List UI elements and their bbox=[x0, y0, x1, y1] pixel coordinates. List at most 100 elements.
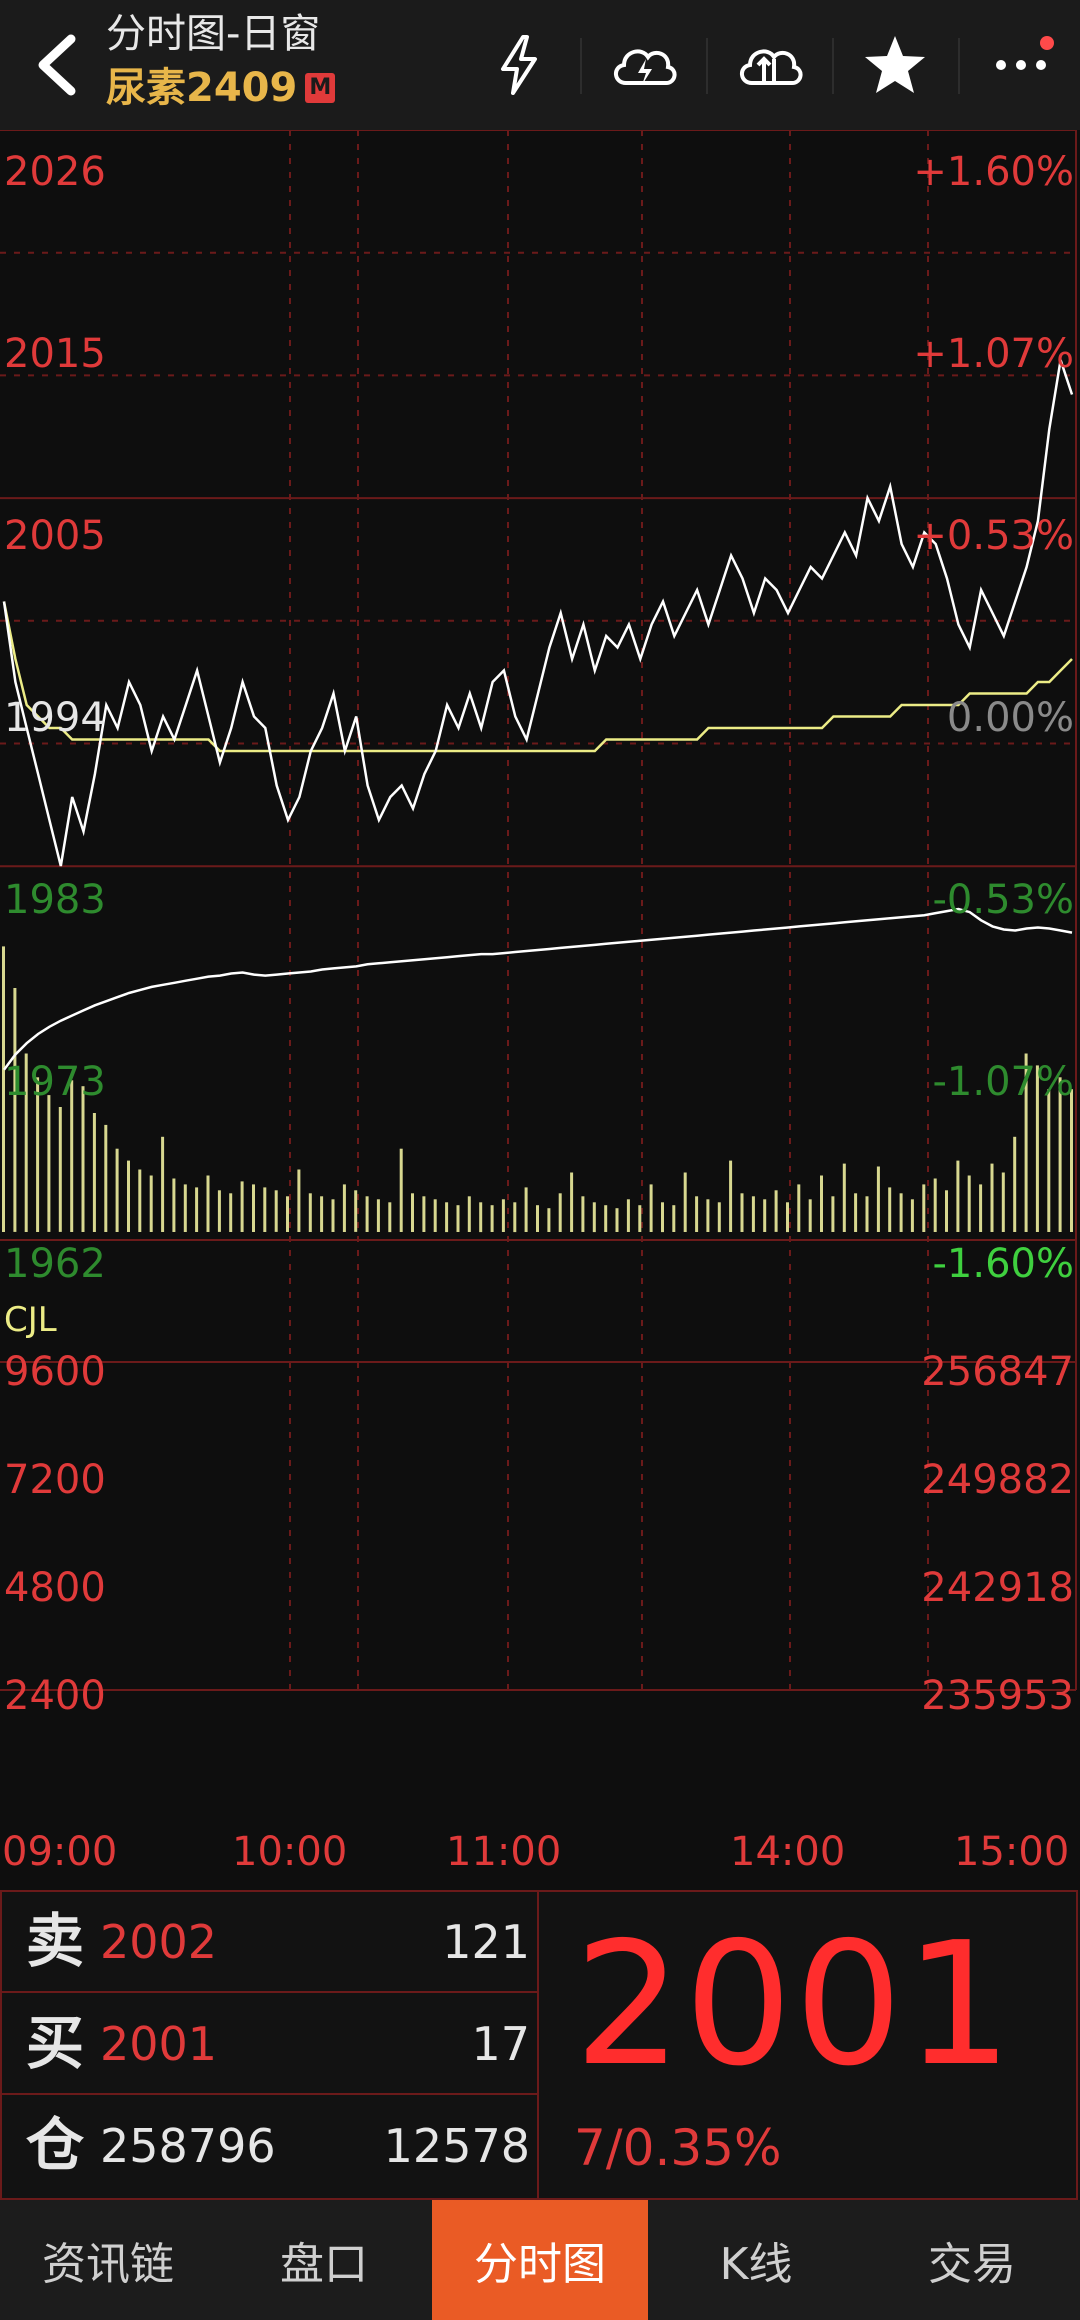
volume-bar bbox=[672, 1205, 676, 1232]
more-button[interactable] bbox=[978, 22, 1064, 108]
volume-bar bbox=[376, 1199, 380, 1232]
volume-bar bbox=[558, 1193, 562, 1232]
volume-tick: 7200 bbox=[4, 1457, 106, 1503]
cloud-condition-button[interactable] bbox=[600, 22, 686, 108]
volume-bar bbox=[1047, 1089, 1051, 1232]
volume-bar bbox=[922, 1184, 926, 1232]
chart-canvas bbox=[0, 130, 1077, 1691]
oi-tick: 249882 bbox=[921, 1457, 1074, 1503]
volume-bar bbox=[47, 1095, 51, 1232]
volume-bar bbox=[1013, 1136, 1017, 1232]
volume-bar bbox=[695, 1196, 699, 1232]
time-tick: 09:00 bbox=[2, 1829, 118, 1875]
price-tick: 2026 bbox=[4, 149, 106, 195]
percent-tick: 0.00% bbox=[946, 695, 1074, 741]
header-divider bbox=[832, 38, 834, 94]
volume-bar bbox=[820, 1175, 823, 1232]
volume-bar bbox=[592, 1202, 596, 1233]
volume-bar bbox=[808, 1199, 812, 1232]
ask-row[interactable]: 卖 2002 121 bbox=[0, 1890, 538, 1992]
cloud-lightning-icon bbox=[614, 49, 677, 85]
volume-bar bbox=[320, 1196, 324, 1232]
ask-volume: 121 bbox=[442, 1915, 530, 1969]
volume-bar bbox=[183, 1184, 187, 1232]
percent-tick: -0.53% bbox=[932, 877, 1074, 923]
volume-bar bbox=[229, 1193, 233, 1232]
volume-bar bbox=[615, 1208, 619, 1232]
bid-label: 买 bbox=[26, 2009, 85, 2077]
tab-kline[interactable]: K线 bbox=[719, 2239, 793, 2290]
flash-order-button[interactable] bbox=[476, 22, 562, 108]
volume-bar bbox=[661, 1202, 664, 1233]
volume-bar bbox=[138, 1169, 142, 1232]
oi-label: 仓 bbox=[26, 2111, 85, 2179]
volume-bar bbox=[797, 1184, 801, 1232]
volume-bar bbox=[626, 1199, 630, 1232]
star-icon bbox=[865, 36, 925, 93]
volume-bar bbox=[956, 1160, 960, 1232]
volume-bar bbox=[524, 1187, 528, 1232]
intraday-chart[interactable]: 2026 2015 2005 1994 1983 1973 1962 +1.60… bbox=[0, 130, 1080, 1890]
title-block: 分时图-日窗 尿素2409 M bbox=[106, 10, 336, 112]
volume-bar bbox=[149, 1175, 153, 1232]
volume-bar bbox=[581, 1196, 585, 1232]
oi-value: 258796 bbox=[100, 2119, 276, 2173]
tab-intraday[interactable]: 分时图 bbox=[432, 2200, 648, 2320]
cloud-sync-button[interactable] bbox=[726, 22, 812, 108]
volume-tick: 9600 bbox=[4, 1349, 106, 1395]
volume-bar bbox=[842, 1163, 846, 1232]
last-price: 2001 bbox=[574, 1906, 1015, 2104]
volume-bar bbox=[990, 1163, 994, 1232]
indicator-label: CJL bbox=[4, 1300, 57, 1340]
tab-news-chain[interactable]: 资讯链 bbox=[42, 2239, 174, 2290]
volume-bar bbox=[570, 1172, 574, 1232]
volume-bar bbox=[456, 1205, 460, 1232]
volume-bar bbox=[547, 1208, 551, 1232]
price-tick: 1973 bbox=[4, 1059, 106, 1105]
volume-bar bbox=[490, 1205, 494, 1232]
volume-bar bbox=[92, 1113, 96, 1232]
price-tick: 1962 bbox=[4, 1241, 106, 1287]
volume-bar bbox=[740, 1193, 744, 1232]
price-tick: 2005 bbox=[4, 513, 106, 559]
bid-row[interactable]: 买 2001 17 bbox=[0, 1992, 538, 2094]
oi-change: 12578 bbox=[383, 2119, 530, 2173]
volume-bar bbox=[604, 1205, 608, 1232]
ask-price: 2002 bbox=[100, 1915, 218, 1969]
tab-order-book[interactable]: 盘口 bbox=[280, 2239, 368, 2290]
percent-tick: +1.60% bbox=[913, 149, 1074, 195]
volume-bar bbox=[365, 1196, 369, 1232]
volume-bar bbox=[1035, 1065, 1039, 1232]
volume-bar bbox=[876, 1166, 880, 1232]
volume-tick: 4800 bbox=[4, 1565, 106, 1611]
volume-bar bbox=[638, 1205, 642, 1232]
favorite-button[interactable] bbox=[852, 22, 938, 108]
page-title: 分时图-日窗 bbox=[106, 11, 321, 57]
volume-bar bbox=[308, 1193, 312, 1232]
more-icon bbox=[996, 60, 1046, 70]
percent-tick: +1.07% bbox=[913, 331, 1074, 377]
volume-bar bbox=[104, 1124, 108, 1232]
volume-bar bbox=[252, 1184, 255, 1232]
back-button[interactable] bbox=[20, 22, 90, 108]
volume-bar bbox=[24, 1053, 28, 1232]
chevron-left-icon bbox=[38, 34, 76, 96]
main-contract-badge: M bbox=[305, 73, 336, 103]
volume-bar bbox=[933, 1178, 937, 1232]
header-divider bbox=[958, 38, 960, 94]
volume-bar bbox=[888, 1187, 892, 1232]
open-interest-row: 仓 258796 12578 bbox=[0, 2094, 538, 2196]
percent-tick: -1.60% bbox=[932, 1241, 1074, 1287]
notification-dot bbox=[1040, 36, 1054, 50]
volume-bar bbox=[831, 1196, 835, 1232]
volume-bar bbox=[297, 1169, 301, 1232]
header-divider bbox=[580, 38, 582, 94]
volume-bar bbox=[445, 1202, 449, 1233]
volume-bar bbox=[217, 1190, 221, 1232]
open-interest-line bbox=[2, 907, 1073, 1071]
price-tick: 1983 bbox=[4, 877, 106, 923]
tab-trade[interactable]: 交易 bbox=[928, 2239, 1016, 2290]
bottom-tab-bar: 资讯链 盘口 分时图 K线 交易 bbox=[0, 2200, 1080, 2320]
price-tick: 2015 bbox=[4, 331, 106, 377]
instrument-name: 尿素2409 bbox=[106, 65, 298, 111]
